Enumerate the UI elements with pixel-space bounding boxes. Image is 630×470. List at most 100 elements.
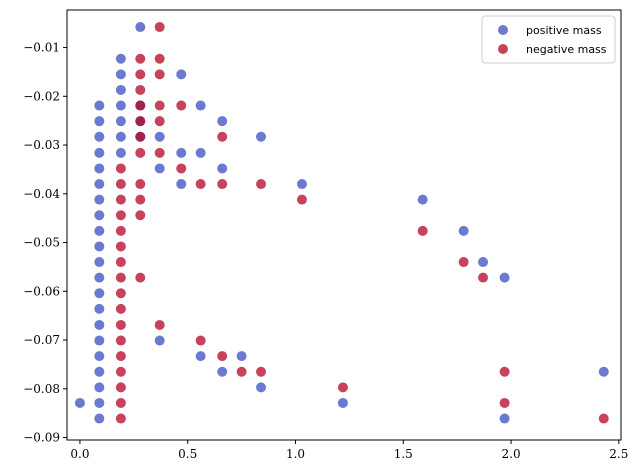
positive-mass-point (598, 366, 609, 377)
negative-mass-point (135, 179, 146, 190)
negative-mass-point (115, 351, 126, 362)
positive-mass-point (94, 397, 105, 408)
positive-mass-point (478, 257, 489, 268)
negative-mass-point (135, 84, 146, 95)
negative-mass-point (115, 413, 126, 424)
negative-mass-point (154, 147, 165, 158)
positive-mass-point (115, 116, 126, 127)
positive-mass-point (176, 69, 187, 80)
x-tick-label: 0.5 (178, 447, 197, 461)
y-tick-label: −0.02 (23, 89, 60, 103)
x-tick-label: 1.5 (394, 447, 413, 461)
positive-mass-point (94, 288, 105, 299)
x-tick-label: 2.5 (609, 447, 628, 461)
negative-mass-point (115, 179, 126, 190)
positive-mass-point (94, 163, 105, 174)
positive-mass-point (337, 397, 348, 408)
x-tick-label: 2.0 (502, 447, 521, 461)
negative-mass-point (256, 179, 267, 190)
y-tick-label: −0.04 (23, 187, 60, 201)
positive-mass-point (195, 147, 206, 158)
positive-mass-point (236, 351, 247, 362)
plot-frame (66, 9, 622, 441)
negative-mass-point (154, 116, 165, 127)
positive-mass-point (458, 225, 469, 236)
positive-mass-point (217, 163, 228, 174)
positive-mass-point (74, 397, 85, 408)
positive-mass-point (417, 194, 428, 205)
negative-mass-point (115, 163, 126, 174)
negative-mass-point (154, 53, 165, 64)
positive-mass-point (94, 179, 105, 190)
positive-mass-point (94, 335, 105, 346)
negative-mass-point (115, 225, 126, 236)
positive-mass-point (154, 163, 165, 174)
positive-mass-point (195, 351, 206, 362)
negative-mass-point (135, 100, 146, 111)
negative-mass-point (115, 397, 126, 408)
positive-mass-point (499, 272, 510, 283)
negative-mass-point (135, 69, 146, 80)
y-tick-label: −0.06 (23, 284, 60, 298)
legend-label-negative-mass: negative mass (526, 43, 607, 56)
negative-mass-point (154, 69, 165, 80)
positive-mass-point (94, 225, 105, 236)
positive-mass-point (115, 84, 126, 95)
negative-mass-point (115, 366, 126, 377)
y-tick-label: −0.08 (23, 382, 60, 396)
positive-mass-point (135, 22, 146, 33)
negative-mass-point (135, 53, 146, 64)
y-tick-label: −0.07 (23, 333, 60, 347)
positive-mass-point (217, 366, 228, 377)
positive-mass-point (256, 131, 267, 142)
negative-mass-point (115, 319, 126, 330)
negative-mass-point (135, 194, 146, 205)
positive-mass-point (94, 303, 105, 314)
legend-box (481, 15, 616, 64)
positive-mass-point (94, 116, 105, 127)
negative-mass-point (135, 272, 146, 283)
negative-mass-point (176, 163, 187, 174)
negative-mass-point (135, 147, 146, 158)
legend-marker-positive-mass (498, 25, 508, 35)
positive-mass-point (94, 257, 105, 268)
positive-mass-point (296, 179, 307, 190)
positive-mass-point (217, 116, 228, 127)
negative-mass-point (217, 179, 228, 190)
x-tick-label: 1.0 (286, 447, 305, 461)
y-tick-label: −0.01 (23, 41, 60, 55)
x-tick-label: 0.0 (70, 447, 89, 461)
positive-mass-point (115, 69, 126, 80)
positive-mass-point (94, 351, 105, 362)
negative-mass-point (176, 100, 187, 111)
positive-mass-point (94, 319, 105, 330)
negative-mass-point (154, 319, 165, 330)
y-tick-label: −0.03 (23, 138, 60, 152)
negative-mass-point (135, 116, 146, 127)
y-tick-label: −0.09 (23, 431, 60, 445)
positive-mass-point (115, 131, 126, 142)
negative-mass-point (154, 100, 165, 111)
negative-mass-point (337, 382, 348, 393)
negative-mass-point (115, 210, 126, 221)
negative-mass-point (115, 335, 126, 346)
negative-mass-point (154, 22, 165, 33)
negative-mass-point (195, 179, 206, 190)
positive-mass-point (115, 100, 126, 111)
negative-mass-point (115, 241, 126, 252)
legend: positive mass negative mass (481, 15, 616, 64)
positive-mass-point (94, 100, 105, 111)
negative-mass-point (135, 131, 146, 142)
y-tick-label: −0.05 (23, 236, 60, 250)
negative-mass-point (217, 351, 228, 362)
points-layer (74, 22, 609, 424)
positive-mass-point (94, 366, 105, 377)
legend-marker-negative-mass (498, 44, 508, 54)
positive-mass-point (94, 131, 105, 142)
positive-mass-point (94, 241, 105, 252)
negative-mass-point (499, 366, 510, 377)
negative-mass-point (417, 225, 428, 236)
negative-mass-point (115, 382, 126, 393)
